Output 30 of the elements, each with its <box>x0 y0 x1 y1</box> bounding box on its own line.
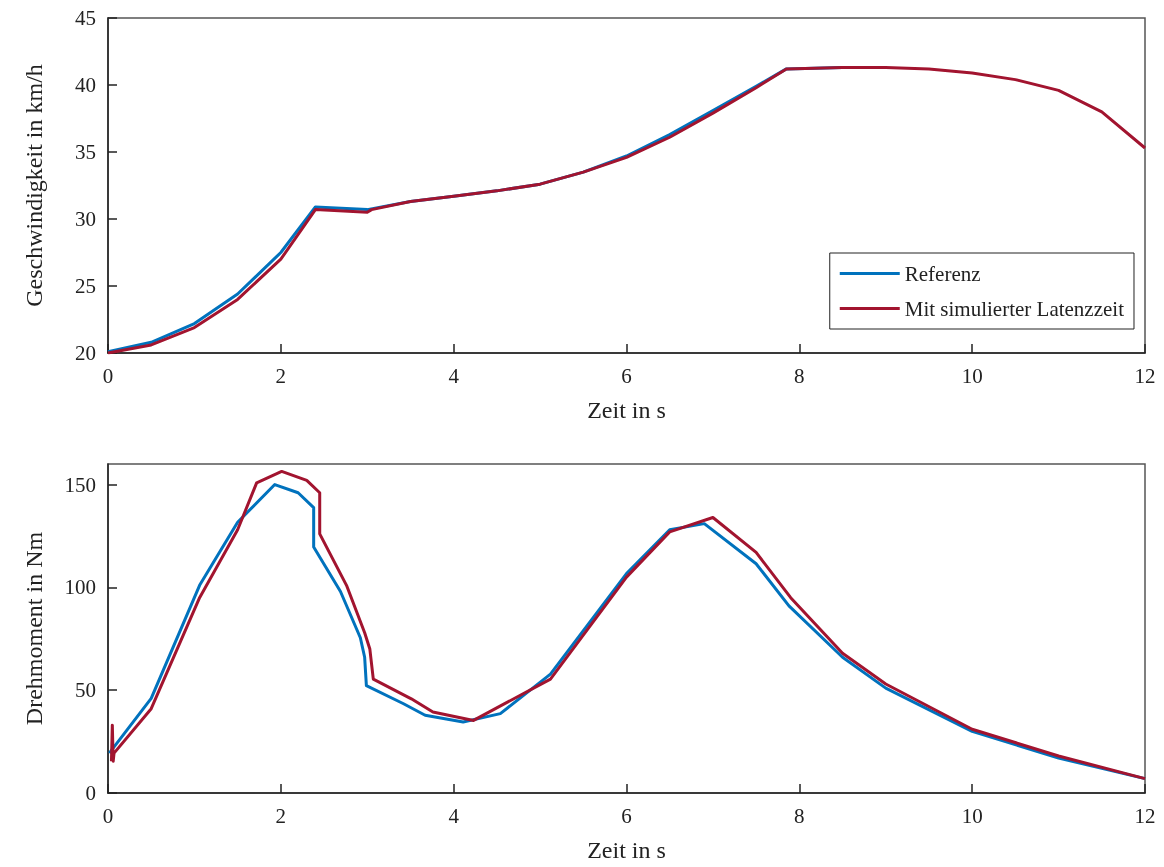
y-tick-label: 50 <box>75 678 96 703</box>
x-tick-label: 0 <box>102 803 114 828</box>
x-tick-label: 2 <box>275 363 287 388</box>
y-tick-label: 40 <box>75 73 96 97</box>
y-tick-label: 20 <box>75 341 96 365</box>
x-tick-label: 8 <box>794 803 805 828</box>
x-tick-label: 6 <box>621 363 632 388</box>
x-tick-label: 10 <box>961 803 983 828</box>
y-tick-label: 30 <box>75 207 96 231</box>
x-axis-title: Zeit in s <box>587 837 666 863</box>
x-axis-title: Zeit in s <box>587 397 666 423</box>
x-tick-label: 0 <box>102 363 114 388</box>
y-tick-label: 35 <box>75 140 96 164</box>
y-tick-label: 45 <box>75 6 96 30</box>
y-tick-label: 100 <box>64 575 96 600</box>
x-tick-label: 10 <box>961 363 983 388</box>
x-tick-label: 12 <box>1134 363 1156 388</box>
x-tick-label: 12 <box>1134 803 1156 828</box>
x-tick-label: 6 <box>621 803 632 828</box>
y-tick-label: 0 <box>85 781 96 805</box>
y-axis-title: Drehmoment in Nm <box>21 531 47 726</box>
y-axis-title: Geschwindigkeit in km/h <box>21 64 47 307</box>
y-tick-label: 25 <box>75 274 96 298</box>
x-tick-label: 8 <box>794 363 805 388</box>
legend-label: Mit simulierter Latenzzeit <box>904 296 1125 321</box>
x-tick-label: 4 <box>448 363 460 388</box>
x-tick-label: 2 <box>275 803 287 828</box>
y-tick-label: 150 <box>64 472 96 497</box>
x-tick-label: 4 <box>448 803 460 828</box>
legend-label: Referenz <box>904 261 981 286</box>
